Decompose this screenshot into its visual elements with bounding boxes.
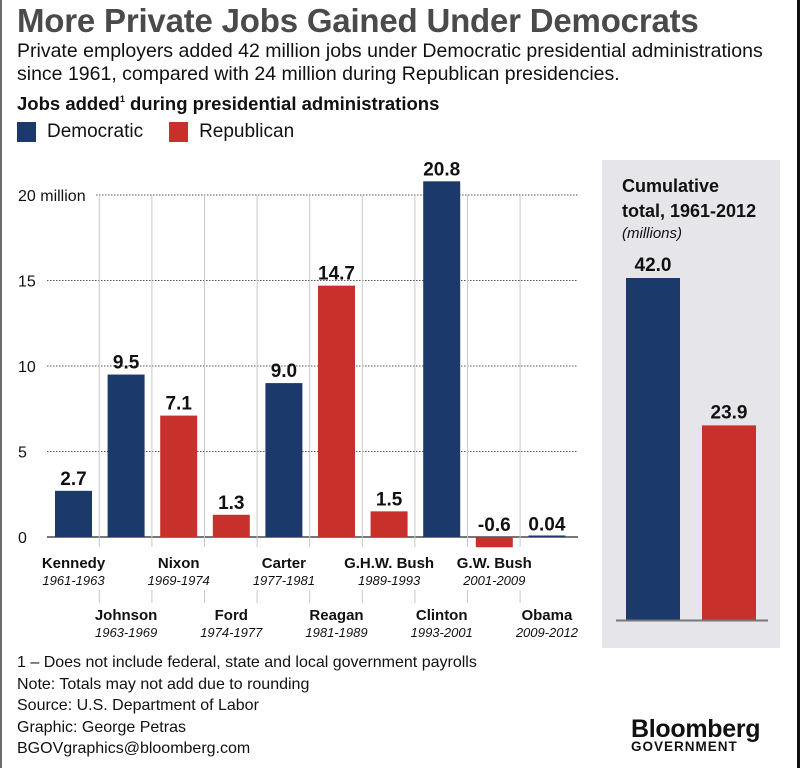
legend-item-democratic: Democratic bbox=[17, 121, 143, 143]
term-label: 2001-2009 bbox=[462, 573, 525, 588]
term-label: 1974-1977 bbox=[200, 625, 263, 640]
bar-carter bbox=[265, 383, 303, 537]
category-label: Obama bbox=[521, 607, 573, 624]
bar-g-h-w-bush bbox=[370, 511, 408, 537]
chart-heading-rest: during presidential administrations bbox=[124, 93, 440, 114]
category-label: Nixon bbox=[158, 555, 200, 572]
source: Source: U.S. Department of Labor bbox=[17, 697, 259, 714]
category-label: Johnson bbox=[95, 607, 158, 624]
panel-title-line1: Cumulative bbox=[622, 176, 719, 196]
email: BGOVgraphics@bloomberg.com bbox=[17, 740, 251, 757]
category-label: Carter bbox=[262, 555, 306, 572]
value-label: 14.7 bbox=[318, 264, 355, 285]
value-label: 2.7 bbox=[60, 469, 86, 490]
category-label: G.W. Bush bbox=[457, 555, 532, 572]
value-label: 0.04 bbox=[528, 514, 565, 535]
cumulative-chart: Cumulative total, 1961-2012 (millions) 42.0… bbox=[616, 176, 768, 622]
chart-heading-text: Jobs added bbox=[17, 93, 120, 114]
chart-subtitle: Private employers added 42 million jobs … bbox=[17, 40, 763, 85]
logo-bloomberg: Bloomberg bbox=[631, 715, 761, 743]
chart-heading: Jobs added1 during presidential administ… bbox=[17, 93, 439, 115]
bloomberg-government-logo: Bloomberg GOVERNMENT bbox=[631, 715, 761, 754]
value-label: 9.5 bbox=[113, 353, 140, 374]
frame-left-border bbox=[0, 0, 2, 768]
cumulative-bar-republican bbox=[702, 425, 756, 620]
category-label: Clinton bbox=[416, 607, 468, 624]
term-label: 1989-1993 bbox=[358, 573, 421, 588]
separators bbox=[98, 195, 521, 603]
term-label: 1963-1969 bbox=[95, 625, 157, 640]
chart-title: More Private Jobs Gained Under Democrats bbox=[17, 2, 699, 39]
panel-title-line2: total, 1961-2012 bbox=[622, 201, 756, 221]
bar-g-w-bush bbox=[475, 537, 513, 548]
term-label: 1981-1989 bbox=[305, 625, 367, 640]
legend-swatch-democratic bbox=[17, 122, 36, 142]
legend-item-republican: Republican bbox=[169, 121, 294, 143]
term-label: 1969-1974 bbox=[148, 573, 210, 588]
credit: Graphic: George Petras bbox=[17, 718, 186, 736]
bar-reagan bbox=[318, 285, 355, 537]
bar-kennedy bbox=[55, 490, 92, 537]
frame-right-border bbox=[797, 0, 800, 768]
footnote: 1 – Does not include federal, state and … bbox=[17, 654, 477, 671]
legend-label-republican: Republican bbox=[199, 121, 295, 142]
legend: Democratic Republican bbox=[17, 121, 320, 143]
bar-nixon bbox=[160, 415, 198, 537]
value-label: 1.3 bbox=[218, 493, 244, 514]
cumulative-value-label: 42.0 bbox=[635, 255, 672, 276]
legend-swatch-republican bbox=[169, 122, 189, 142]
y-tick-label: 15 bbox=[18, 274, 36, 291]
footer: 1 – Does not include federal, state and … bbox=[17, 652, 477, 760]
bar-obama bbox=[528, 535, 566, 537]
bar-ford bbox=[212, 514, 250, 537]
term-label: 2009-2012 bbox=[515, 625, 579, 640]
value-label: 1.5 bbox=[376, 489, 403, 510]
bars bbox=[55, 181, 566, 548]
footnote-marker: 1 bbox=[119, 94, 125, 104]
legend-label-democratic: Democratic bbox=[47, 121, 144, 142]
value-label: -0.6 bbox=[478, 515, 511, 536]
cumulative-value-label: 23.9 bbox=[711, 402, 748, 423]
value-label: 7.1 bbox=[165, 394, 192, 415]
panel-unit: (millions) bbox=[622, 225, 682, 242]
term-label: 1993-2001 bbox=[411, 625, 473, 640]
category-label: Ford bbox=[215, 607, 248, 624]
category-label: Reagan bbox=[309, 607, 363, 624]
y-tick-label: 0 bbox=[18, 530, 27, 547]
category-label: Kennedy bbox=[42, 555, 106, 572]
bar-clinton bbox=[423, 181, 461, 537]
value-label: 20.8 bbox=[423, 159, 460, 180]
term-label: 1961-1963 bbox=[42, 573, 105, 588]
bar-johnson bbox=[107, 374, 145, 537]
y-tick-label: 10 bbox=[18, 359, 36, 376]
category-label: G.H.W. Bush bbox=[344, 555, 434, 572]
y-tick-label: 5 bbox=[18, 445, 27, 462]
logo-government: GOVERNMENT bbox=[631, 739, 738, 754]
note: Note: Totals may not add due to rounding bbox=[17, 675, 310, 693]
term-label: 1977-1981 bbox=[253, 573, 315, 588]
cumulative-bar-democratic bbox=[626, 278, 680, 620]
y-tick-label: 20 million bbox=[18, 188, 86, 205]
value-label: 9.0 bbox=[271, 361, 297, 382]
